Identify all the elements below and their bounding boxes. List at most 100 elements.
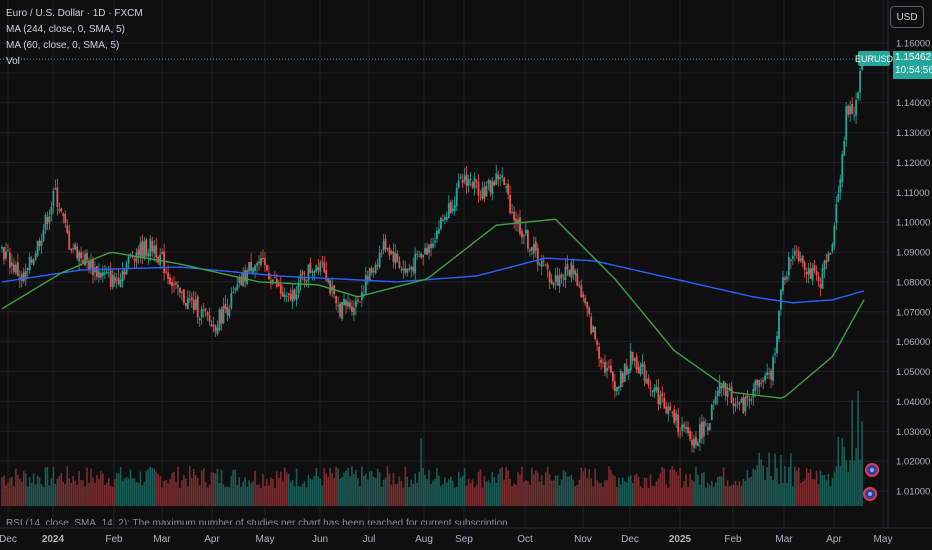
candle-body: [147, 253, 150, 257]
candle-body: [325, 269, 328, 281]
y-tick-label: 1.07000: [896, 307, 930, 318]
ma60-legend[interactable]: MA (60, close, 0, SMA, 5): [6, 40, 120, 51]
candle-body: [588, 307, 591, 315]
volume-bar: [185, 478, 187, 506]
candle-body: [507, 184, 510, 195]
x-tick-label: Apr: [204, 534, 220, 545]
candle-body: [244, 269, 247, 282]
volume-bar: [131, 478, 134, 506]
x-tick-label: May: [256, 534, 275, 545]
candle-body: [554, 275, 557, 282]
candle-body: [16, 262, 19, 277]
volume-bar: [38, 477, 41, 506]
candle-body: [592, 326, 595, 333]
candle-body: [564, 266, 567, 280]
volume-bar: [212, 472, 215, 506]
volume-bar: [107, 478, 110, 506]
volume-bar: [363, 475, 365, 506]
volume-bar: [96, 474, 98, 506]
volume-bar: [621, 477, 624, 506]
event-marker-icon[interactable]: [865, 463, 879, 477]
volume-bar: [859, 459, 861, 506]
candle-body: [463, 175, 466, 181]
volume-bar: [839, 466, 842, 506]
candle-body: [807, 268, 810, 275]
candle-body: [532, 244, 535, 254]
volume-bar: [244, 477, 246, 506]
candle-body: [410, 266, 413, 270]
volume-bar: [222, 484, 225, 506]
volume-bar: [764, 479, 766, 506]
volume-bar: [50, 478, 53, 506]
x-tick-label: Sep: [455, 534, 473, 545]
volume-bar: [44, 467, 47, 506]
candle-body: [594, 326, 597, 340]
candle-body: [833, 225, 836, 246]
candle-body: [370, 268, 373, 274]
ma244-legend[interactable]: MA (244, close, 0, SMA, 5): [6, 24, 125, 35]
candle-body: [548, 271, 551, 283]
volume-bar: [481, 487, 484, 506]
volume-bar: [5, 485, 7, 506]
volume-bar: [291, 480, 294, 506]
volume-bar: [855, 448, 857, 506]
candle-body: [550, 279, 553, 284]
volume-bar: [655, 481, 658, 506]
candle-body: [36, 240, 39, 256]
volume-bar: [80, 480, 82, 506]
candle-body: [702, 421, 705, 437]
volume-bar: [301, 483, 304, 506]
candle-body: [544, 263, 547, 265]
volume-bar: [544, 472, 547, 506]
candle-body: [105, 271, 108, 274]
volume-bar: [612, 474, 614, 506]
y-tick-label: 1.08000: [896, 277, 930, 288]
volume-bar: [790, 453, 792, 506]
symbol-title[interactable]: Euro / U.S. Dollar · 1D · FXCM: [6, 8, 143, 19]
volume-bar: [606, 480, 608, 506]
candle-body: [772, 357, 774, 381]
candle-body: [392, 251, 395, 262]
volume-bar: [471, 479, 474, 506]
volume-bar: [780, 455, 782, 506]
candle-body: [230, 293, 233, 308]
volume-legend[interactable]: Vol: [6, 56, 20, 67]
volume-bar: [315, 468, 318, 506]
volume-bar: [60, 473, 63, 506]
volume-bar: [823, 475, 826, 506]
volume-bar: [835, 466, 838, 506]
volume-bar: [582, 471, 585, 506]
volume-bar: [542, 485, 545, 506]
volume-bar: [699, 484, 701, 506]
volume-bar: [586, 478, 589, 506]
volume-bar: [355, 469, 357, 506]
candle-body: [821, 268, 824, 289]
ma60-line[interactable]: [1, 218, 865, 399]
candle-body: [623, 363, 626, 382]
candle-body: [9, 252, 11, 268]
event-marker-icon[interactable]: [863, 487, 877, 501]
candle-body: [143, 241, 146, 259]
volume-bar: [667, 487, 670, 506]
volume-bar: [240, 486, 243, 506]
volume-bar: [272, 478, 274, 506]
volume-bar: [258, 484, 260, 506]
candle-body: [313, 270, 316, 273]
volume-bar: [792, 486, 794, 506]
volume-bar: [246, 486, 248, 506]
candle-body: [26, 267, 29, 271]
candle-body: [252, 268, 254, 274]
currency-button[interactable]: USD: [890, 6, 924, 28]
candle-body: [843, 140, 846, 156]
volume-bar: [776, 468, 778, 506]
candle-body: [80, 252, 82, 259]
ma244-line[interactable]: [1, 257, 865, 304]
candle-body: [853, 115, 856, 117]
volume-bar: [11, 476, 13, 506]
candle-body: [732, 403, 735, 406]
volume-bar: [570, 474, 573, 506]
volume-bar: [402, 487, 405, 506]
volume-bar: [649, 474, 652, 506]
candle-body: [483, 186, 486, 200]
